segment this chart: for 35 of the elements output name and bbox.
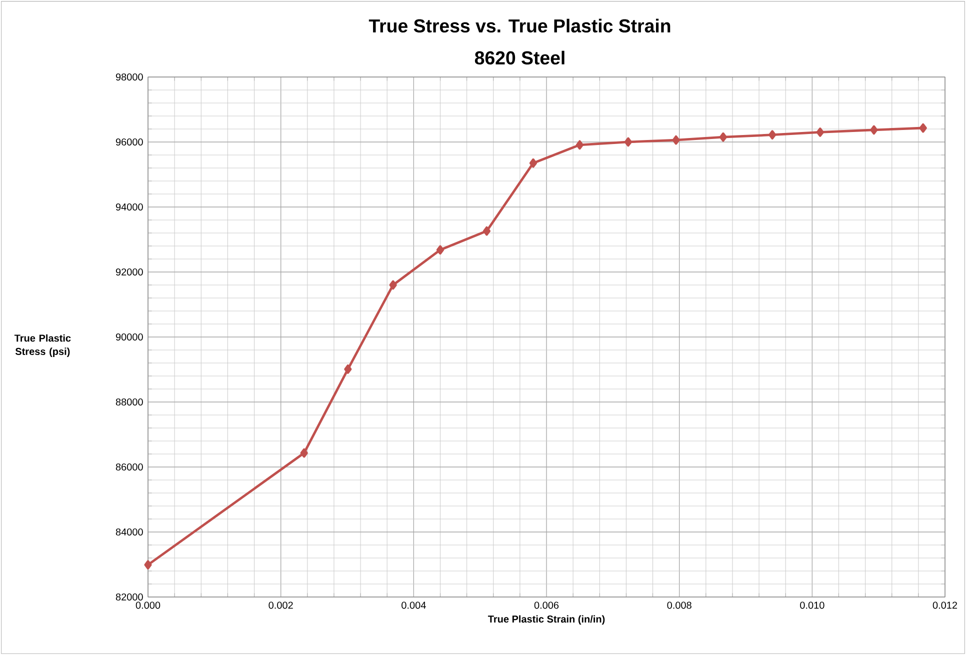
chart-subtitle: 8620 Steel: [474, 50, 564, 65]
y-tick-label: 94000: [116, 203, 143, 211]
x-tick-label: 0.006: [534, 602, 559, 609]
y-tick-label: 98000: [116, 73, 143, 81]
y-tick-label: 82000: [116, 593, 143, 601]
y-tick-label: 88000: [116, 398, 143, 406]
point: [870, 125, 878, 135]
point: [576, 140, 584, 150]
chart-title: True Stress vs. True Plastic Strain: [368, 18, 670, 33]
x-tick-label: 0.012: [932, 602, 958, 609]
x-axis-title: True Plastic Strain (in/in): [488, 615, 605, 625]
y-axis-title: True Plastic Stress (psi): [14, 334, 71, 357]
point: [624, 137, 632, 147]
x-tick-label: 0.004: [402, 602, 426, 609]
point: [436, 245, 444, 255]
y-tick-label: 90000: [116, 333, 143, 341]
x-tick-label: 0.010: [800, 602, 824, 609]
point: [482, 226, 491, 236]
y-tick-label: 96000: [116, 138, 143, 146]
point: [719, 132, 727, 142]
point: [529, 158, 538, 168]
point: [768, 130, 776, 140]
point: [344, 364, 352, 374]
point: [300, 448, 308, 458]
x-tick-label: 0.002: [268, 602, 293, 609]
x-tick-label: 0.008: [667, 602, 692, 609]
point: [389, 280, 397, 290]
y-tick-label: 86000: [116, 463, 143, 471]
y-tick-label: 84000: [116, 528, 143, 536]
point: [816, 128, 824, 137]
point: [144, 560, 152, 570]
point: [672, 135, 680, 145]
x-tick-label: 0.000: [136, 602, 160, 609]
y-tick-label: 92000: [116, 268, 143, 276]
point: [919, 123, 927, 133]
